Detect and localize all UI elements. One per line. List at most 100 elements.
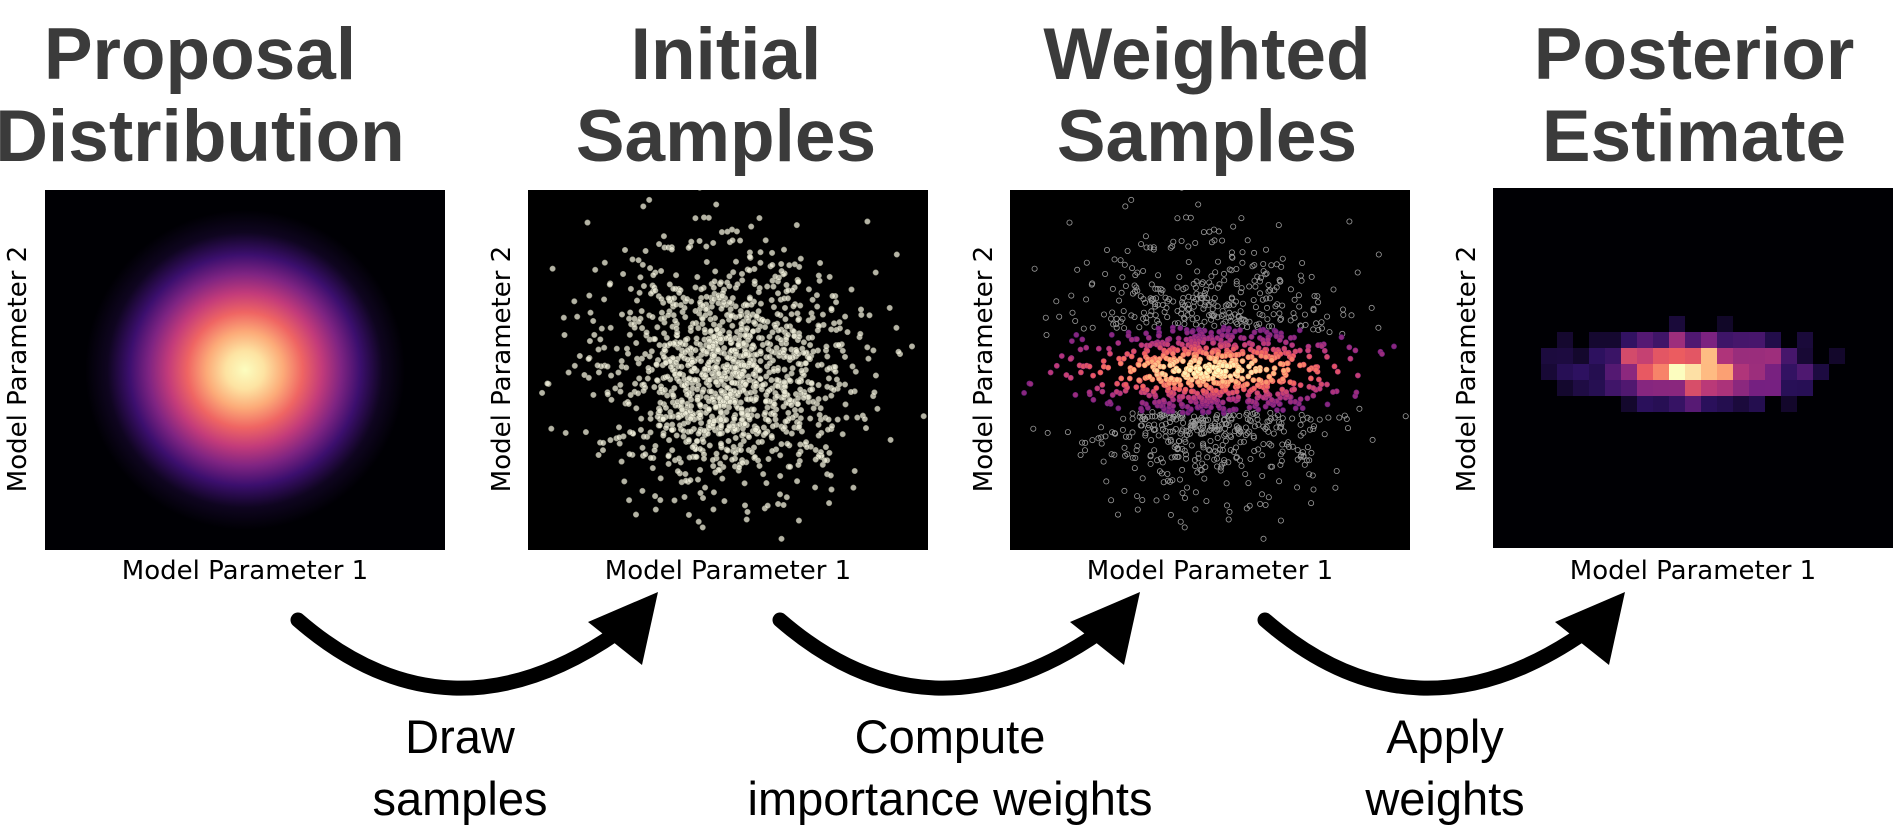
weighted-sample-point <box>1310 423 1317 430</box>
sample-point <box>826 449 833 456</box>
weighted-sample-point <box>1343 415 1350 422</box>
sample-point <box>633 297 641 304</box>
weighted-sample-point <box>1142 233 1149 240</box>
weighted-sample-point <box>1129 410 1136 417</box>
sample-point <box>697 358 704 365</box>
weighted-sample-point <box>1180 351 1187 358</box>
sample-point <box>561 331 568 339</box>
sample-point <box>864 218 871 225</box>
sample-point <box>726 273 733 280</box>
weighted-sample-point <box>1190 413 1197 420</box>
sample-point <box>745 317 752 324</box>
sample-point <box>640 203 647 210</box>
weighted-sample-point <box>1072 391 1079 398</box>
weighted-sample-point <box>1253 411 1260 418</box>
sample-point <box>771 401 778 408</box>
weighted-sample-point <box>1225 516 1232 523</box>
weighted-sample-point <box>1304 395 1311 402</box>
sample-point <box>757 375 764 383</box>
sample-point <box>825 416 832 423</box>
weighted-sample-point <box>1129 429 1136 436</box>
sample-point <box>597 336 604 343</box>
weighted-sample-point <box>1042 314 1049 321</box>
sample-point <box>703 348 710 356</box>
sample-point <box>738 410 745 417</box>
curved-arrow-icon <box>772 592 1140 696</box>
histogram-cell <box>1637 380 1653 396</box>
sample-point <box>676 378 683 385</box>
weighted-sample-point <box>1214 284 1221 291</box>
sample-point <box>849 363 856 370</box>
sample-point <box>685 511 692 518</box>
sample-point <box>777 472 784 480</box>
sample-point <box>548 425 555 432</box>
step-label-line-2: weights <box>1365 772 1525 825</box>
weighted-sample-point <box>1296 327 1303 334</box>
sample-point <box>796 378 803 385</box>
sample-point <box>618 458 625 465</box>
weighted-sample-point <box>1315 299 1322 306</box>
sample-point <box>723 394 730 402</box>
sample-point <box>823 343 830 350</box>
weighted-sample-point <box>1190 418 1197 425</box>
weighted-sample-point <box>1279 448 1286 455</box>
sample-point <box>755 334 763 341</box>
weighted-sample-point <box>1117 360 1124 367</box>
weighted-sample-point <box>1258 491 1265 498</box>
sample-point <box>738 270 746 277</box>
sample-point <box>736 388 743 395</box>
weighted-sample-point <box>1233 423 1240 430</box>
step-label-line-2: samples <box>372 772 548 825</box>
weighted-sample-point <box>1242 432 1249 439</box>
sample-point <box>587 309 594 316</box>
sample-point <box>748 345 755 352</box>
weighted-sample-point <box>1233 278 1240 285</box>
sample-point <box>687 415 694 422</box>
weighted-sample-point <box>1246 428 1253 435</box>
weighted-sample-point <box>1208 239 1215 246</box>
sample-point <box>874 405 881 412</box>
sample-point <box>751 319 758 326</box>
weighted-sample-point <box>1195 455 1202 462</box>
weighted-sample-point <box>1156 468 1163 475</box>
sample-point <box>710 352 718 359</box>
sample-point <box>726 423 733 430</box>
weighted-sample-point <box>1111 451 1118 458</box>
sample-point <box>780 501 787 509</box>
weighted-sample-point <box>1053 298 1060 305</box>
weighted-sample-point <box>1250 433 1257 440</box>
weighted-sample-point <box>1291 296 1298 303</box>
sample-point <box>682 314 689 321</box>
weighted-sample-point <box>1105 364 1112 371</box>
weighted-sample-point <box>1310 307 1317 314</box>
weighted-sample-point <box>1265 323 1272 330</box>
weighted-sample-point <box>1277 461 1284 468</box>
sample-point <box>616 434 623 441</box>
weighted-sample-point <box>1268 323 1275 330</box>
weighted-sample-point <box>1200 422 1207 429</box>
histogram-cell <box>1717 332 1733 348</box>
sample-point <box>762 237 769 244</box>
sample-point <box>695 430 702 437</box>
weighted-sample-point <box>1299 405 1306 412</box>
sample-point <box>706 338 713 345</box>
weighted-sample-point <box>1268 262 1275 269</box>
histogram-cell <box>1621 364 1637 380</box>
weighted-sample-point <box>1169 243 1176 250</box>
sample-point <box>656 422 663 429</box>
sample-point <box>697 445 704 453</box>
sample-point <box>594 362 601 369</box>
weighted-sample-point <box>1227 433 1234 440</box>
weighted-sample-point <box>1221 277 1228 284</box>
sample-point <box>695 518 702 525</box>
weighted-sample-point <box>1119 274 1126 281</box>
sample-point <box>647 429 654 436</box>
sample-point <box>634 390 642 397</box>
weighted-sample-point <box>1109 285 1116 292</box>
sample-point <box>857 330 864 337</box>
sample-point <box>701 326 708 333</box>
sample-point <box>783 494 790 501</box>
histogram-cell <box>1669 380 1685 396</box>
sample-point <box>713 201 720 208</box>
weighted-sample-point <box>1277 316 1284 323</box>
